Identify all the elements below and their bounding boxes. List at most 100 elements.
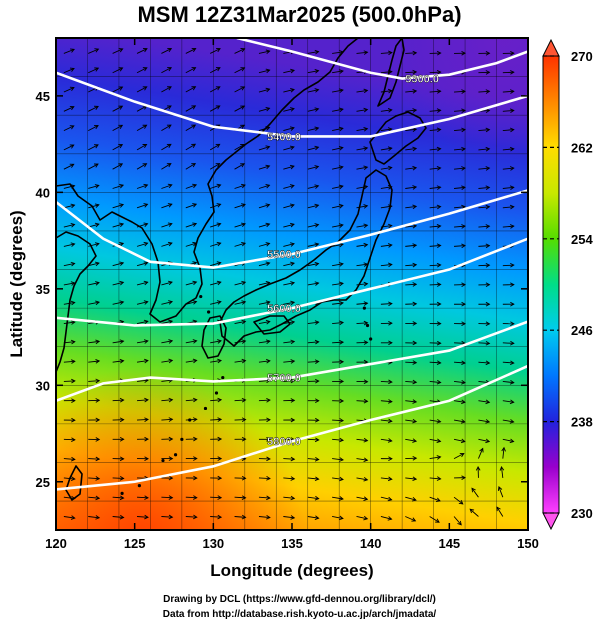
wind-arrow (380, 496, 393, 502)
wind-arrow (63, 417, 76, 423)
wind-arrow (307, 378, 320, 384)
wind-arrow (161, 456, 174, 461)
wind-arrow (112, 300, 125, 305)
wind-arrow (63, 378, 76, 384)
wind-arrow (88, 417, 101, 423)
wind-arrow (210, 280, 222, 286)
wind-arrow (356, 262, 369, 267)
wind-arrow (258, 300, 271, 305)
wind-arrow (454, 146, 466, 152)
wind-arrow (88, 339, 101, 345)
wind-arrow (258, 358, 271, 364)
colorbar-tick-label: 270 (571, 49, 593, 64)
wind-arrow (502, 419, 515, 424)
wind-arrow (307, 417, 320, 423)
wind-arrow (185, 163, 197, 170)
wind-arrow (63, 300, 76, 306)
wind-arrow (429, 321, 442, 326)
wind-arrow (88, 437, 101, 442)
wind-arrow (478, 321, 491, 327)
wind-arrow (429, 379, 442, 385)
wind-arrow (496, 506, 504, 517)
wind-arrow (112, 417, 125, 423)
wind-arrow (88, 359, 101, 364)
wind-arrow (185, 397, 198, 403)
wind-arrow (112, 203, 125, 209)
wind-arrow (258, 68, 271, 74)
island-marker (161, 458, 165, 463)
wind-arrow (210, 456, 223, 461)
wind-arrow (234, 163, 245, 170)
wind-arrow (380, 516, 393, 521)
wind-arrow (478, 419, 491, 424)
wind-arrow (209, 105, 221, 112)
colorbar-max-arrow (542, 38, 560, 57)
wind-arrow (454, 282, 466, 288)
wind-arrow (112, 222, 125, 228)
wind-arrow (478, 185, 491, 191)
grid-lines (56, 38, 528, 530)
contour-line (56, 189, 528, 269)
wind-arrow (185, 339, 198, 344)
colorbar-ticks: 230 238 246 254 262 270 (543, 49, 593, 521)
wind-arrow (161, 163, 172, 170)
wind-arrow (283, 456, 296, 462)
wind-arrow (332, 69, 344, 74)
colorbar-tick-label: 262 (571, 140, 593, 155)
colorbar-min-arrow (542, 512, 560, 531)
wind-arrow (210, 514, 223, 520)
island-marker (221, 375, 225, 380)
wind-arrow (161, 436, 174, 442)
wind-arrow (380, 146, 393, 151)
wind-arrow (283, 359, 296, 364)
wind-arrow (478, 301, 491, 307)
wind-arrow (283, 261, 295, 267)
wind-arrow (307, 476, 320, 482)
y-axis-ticks: 25 30 35 40 45 (36, 89, 528, 490)
wind-arrow (210, 222, 222, 228)
wind-arrow (63, 495, 76, 501)
wind-arrow (332, 379, 345, 384)
wind-arrow (63, 261, 76, 267)
wind-arrow (380, 69, 393, 75)
wind-arrow (405, 455, 418, 461)
y-tick-label: 35 (36, 282, 50, 297)
wind-arrow (453, 516, 462, 526)
wind-arrow (454, 224, 466, 229)
wind-arrow (405, 262, 418, 268)
wind-arrow (356, 476, 369, 482)
x-tick-label: 130 (202, 536, 224, 551)
wind-arrow (63, 437, 76, 442)
wind-arrow (185, 358, 198, 364)
wind-arrow (63, 339, 76, 345)
wind-arrow (453, 438, 466, 444)
wind-arrow (258, 203, 271, 209)
wind-arrow (405, 165, 418, 171)
wind-arrow (405, 50, 418, 56)
wind-arrow (502, 301, 515, 307)
wind-arrow (161, 495, 174, 500)
wind-arrow (332, 457, 344, 462)
wind-arrow (283, 87, 295, 93)
wind-arrow (185, 241, 198, 247)
wind-arrow (283, 222, 295, 228)
wind-arrow (478, 50, 491, 56)
wind-arrow (88, 456, 101, 462)
wind-arrow (88, 163, 99, 170)
wind-arrow (429, 476, 442, 481)
wind-arrow (429, 243, 442, 249)
wind-arrow (258, 145, 271, 151)
wind-arrow (307, 339, 320, 345)
wind-arrow (405, 88, 418, 94)
wind-arrow (161, 514, 174, 520)
wind-arrow (454, 360, 466, 366)
wind-arrow (307, 107, 320, 112)
wind-arrow (258, 397, 271, 403)
wind-arrow (283, 281, 296, 286)
wind-arrow (429, 496, 441, 502)
wind-arrow (332, 126, 344, 132)
wind-arrow (161, 47, 173, 54)
wind-arrow (88, 242, 100, 247)
wind-arrow (471, 487, 479, 498)
wind-arrow (258, 476, 271, 481)
